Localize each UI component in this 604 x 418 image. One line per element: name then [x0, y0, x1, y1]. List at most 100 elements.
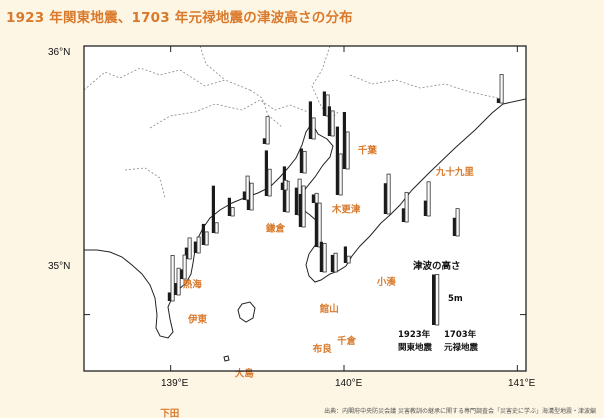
bar-1923 [319, 241, 323, 272]
place-label-oshima: 大島 [235, 367, 255, 379]
bar-1923 [327, 106, 331, 136]
legend-1923-year: 1923年 [398, 329, 431, 340]
bar-1923 [184, 247, 188, 259]
border-line [249, 89, 283, 128]
place-label-chiba: 千葉 [358, 144, 378, 156]
bar-1703 [322, 243, 327, 273]
place-label-shimoda: 下田 [160, 409, 179, 418]
bar-1703 [245, 175, 250, 201]
bar-1703 [182, 254, 187, 280]
bar-1923 [173, 283, 177, 295]
lat-label-36: 36°N [48, 47, 70, 58]
bar-1703 [338, 153, 343, 196]
tsunami-bars [167, 74, 504, 302]
bar-1703 [333, 252, 338, 273]
bar-1923 [299, 148, 303, 173]
legend-bars [432, 274, 440, 326]
bar-1923 [401, 208, 405, 222]
bar-1923 [211, 185, 215, 233]
legend-scale-label: 5m [448, 294, 463, 304]
axis-ticks [84, 45, 526, 371]
place-label-chikura: 千倉 [337, 335, 357, 347]
bar-1703 [265, 116, 270, 145]
legend-1703-year: 1703年 [444, 329, 477, 340]
bar-1923 [298, 193, 302, 227]
bar-1923 [201, 223, 205, 245]
bar-1703 [267, 168, 272, 197]
bar-1923 [264, 150, 268, 196]
bar-1703 [301, 185, 306, 228]
bar-1703 [283, 179, 288, 191]
lon-label-140: 140°E [335, 378, 363, 389]
place-label-kisarazu: 木更津 [331, 204, 361, 216]
border-line [83, 67, 251, 91]
bar-1923 [335, 126, 339, 195]
bar-1923 [193, 241, 197, 253]
bar-1703 [214, 222, 219, 234]
bar-1703 [386, 173, 391, 215]
place-label-tateyama: 館山 [319, 303, 339, 315]
place-label-kujukuri: 九十九里 [435, 166, 475, 178]
bar-1703 [311, 117, 316, 140]
border-line [349, 74, 499, 99]
bar-1703 [404, 191, 409, 223]
bar-1703 [176, 267, 181, 296]
bar-1923 [343, 246, 347, 263]
place-label-ito: 伊東 [187, 314, 208, 326]
legend-1923-name: 関東地震 [398, 342, 433, 353]
legend-bar-1923 [432, 274, 436, 325]
place-label-kamakura: 鎌倉 [265, 222, 286, 234]
lon-label-141: 141°E [508, 378, 536, 389]
bar-1703 [455, 208, 460, 237]
bar-1923 [383, 183, 387, 214]
legend-1703-name: 元禄地震 [444, 342, 479, 353]
bar-1923 [452, 217, 456, 236]
lon-label-139: 139°E [161, 378, 189, 389]
bar-1923 [179, 269, 183, 279]
izu-oshima-island [237, 301, 256, 323]
bar-1703 [346, 255, 351, 264]
page-title: 1923 年関東地震、1703 年元禄地震の津波高さの分布 [6, 10, 353, 26]
bar-1923 [311, 194, 315, 203]
source-credit: 出典：内閣府中央防災会議 災害教訓の継承に関する専門調査会「災害史に学ぶ」海溝型… [324, 408, 596, 415]
bar-1923 [423, 200, 427, 216]
bar-1923 [496, 98, 500, 103]
lat-label-35: 35°N [48, 261, 70, 272]
bar-1703 [345, 131, 350, 170]
bar-1703 [187, 237, 192, 260]
place-label-atami: 熱海 [183, 279, 203, 291]
bar-1923 [227, 197, 231, 216]
bar-1923 [280, 182, 284, 190]
bar-1923 [262, 138, 266, 144]
bar-1703 [170, 254, 175, 302]
bar-1923 [167, 292, 171, 301]
bar-1703 [325, 94, 330, 117]
bar-1923 [314, 195, 318, 247]
bar-1703 [196, 236, 201, 254]
place-label-mera: 布良 [312, 343, 333, 355]
bar-1923 [330, 254, 334, 272]
place-label-kominato: 小湊 [376, 276, 397, 288]
bar-1703 [249, 182, 254, 211]
legend-title: 津波の高さ [413, 260, 461, 272]
bar-1703 [204, 231, 209, 246]
small-island [223, 355, 230, 362]
legend-bar-1703 [434, 274, 440, 326]
bar-1923 [294, 187, 298, 215]
border-line [149, 99, 309, 129]
bar-1703 [330, 110, 335, 137]
bar-1923 [242, 191, 246, 200]
bar-1923 [342, 112, 346, 169]
bar-1703 [314, 192, 319, 204]
bar-1703 [302, 150, 307, 174]
border-line [124, 167, 166, 199]
bar-1703 [230, 207, 235, 217]
bar-1703 [317, 202, 322, 248]
bar-1923 [308, 101, 312, 139]
bar-1703 [426, 181, 431, 217]
bar-1703 [499, 74, 504, 104]
map-frame [83, 45, 527, 372]
bar-1923 [322, 91, 326, 116]
